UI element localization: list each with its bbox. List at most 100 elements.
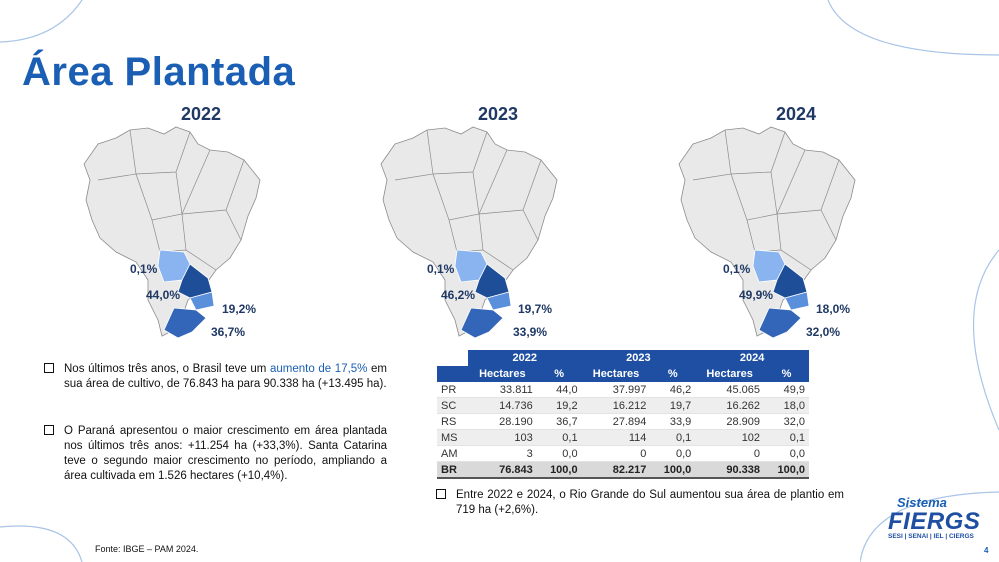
table-cell: 76.843 <box>467 461 537 479</box>
table-cell-state: AM <box>437 445 468 462</box>
table-cell-state: MS <box>437 429 468 446</box>
table-row: AM 3 0,0 0 0,0 0 0,0 <box>437 445 809 462</box>
table-cell: 28.190 <box>467 413 537 430</box>
year-2023-heading: 2023 <box>478 104 519 124</box>
bullet-text-pre: Nos últimos três anos, o Brasil teve um <box>64 363 271 375</box>
brazil-map-2024 <box>678 126 856 339</box>
corner-arc-bottom-right <box>860 491 999 562</box>
table-cell: 18,0 <box>764 397 809 414</box>
table-cell: 102 <box>695 429 765 446</box>
table-row: PR 33.811 44,0 37.997 46,2 45.065 49,9 <box>437 382 809 398</box>
table-row: MS 103 0,1 114 0,1 102 0,1 <box>437 429 809 446</box>
corner-arc-top-left <box>0 0 83 43</box>
table-cell: 27.894 <box>581 413 651 430</box>
table-subheader-hectares: Hectares <box>467 366 537 382</box>
checkbox-bullet-icon <box>44 425 54 435</box>
bullet-parana-growth: O Paraná apresentou o maior crescimento … <box>44 424 387 484</box>
label-2022-sc: 19,2% <box>222 302 257 316</box>
map-state-borders <box>97 129 245 271</box>
table-cell: 0,1 <box>536 429 582 446</box>
table-subheader-hectares: Hectares <box>695 366 765 382</box>
table-cell: 100,0 <box>764 461 809 479</box>
table-subheader-pct: % <box>536 366 582 382</box>
table-subheader-hectares: Hectares <box>581 366 651 382</box>
corner-arc-bottom-left <box>0 525 83 562</box>
table-cell: 16.212 <box>581 397 651 414</box>
table-cell: 3 <box>467 445 537 462</box>
bullet-text: O Paraná apresentou o maior crescimento … <box>64 425 387 482</box>
table-cell: 0 <box>581 445 651 462</box>
map-state-borders <box>394 129 542 271</box>
label-2022-ms: 0,1% <box>130 262 158 276</box>
table-header-year-2024: 2024 <box>695 350 809 366</box>
table-cell: 100,0 <box>536 461 582 479</box>
bullet-growth-brazil: Nos últimos três anos, o Brasil teve um … <box>44 362 388 392</box>
source-footnote: Fonte: IBGE – PAM 2024. <box>95 544 199 554</box>
map-state-rs <box>758 307 802 339</box>
table-cell: 114 <box>581 429 651 446</box>
table-cell: 0,0 <box>650 445 696 462</box>
table-cell: 33,9 <box>650 413 696 430</box>
table-cell: 19,2 <box>536 397 582 414</box>
page-title: Área Plantada <box>22 50 296 94</box>
map-state-borders <box>692 129 840 271</box>
table-cell: 32,0 <box>764 413 809 430</box>
table-cell: 0,1 <box>650 429 696 446</box>
map-state-sc <box>189 291 215 311</box>
table-cell: 0,0 <box>764 445 809 462</box>
bullet-highlight: aumento de 17,5% <box>270 363 368 375</box>
label-2024-sc: 18,0% <box>816 302 851 316</box>
table-cell: 36,7 <box>536 413 582 430</box>
bullet-text-post: em sua área de cultivo, de 76.843 ha par… <box>64 363 388 390</box>
label-2023-ms: 0,1% <box>427 262 455 276</box>
page-number: 4 <box>984 546 989 555</box>
year-2022-heading: 2022 <box>181 104 222 124</box>
logo-fiergs-text: FIERGS <box>888 508 981 535</box>
label-2023-pr: 46,2% <box>441 288 476 302</box>
table-cell: 100,0 <box>650 461 696 479</box>
logo-subtitle: SESI | SENAI | IEL | CIERGS <box>888 533 974 540</box>
corner-arc-right <box>973 250 999 431</box>
bullet-rs-growth: Entre 2022 e 2024, o Rio Grande do Sul a… <box>436 488 844 518</box>
table-cell: 46,2 <box>650 382 696 398</box>
table-cell: 45.065 <box>695 382 765 398</box>
table-cell: 19,7 <box>650 397 696 414</box>
table-cell: 28.909 <box>695 413 765 430</box>
label-2024-ms: 0,1% <box>723 262 751 276</box>
table-cell: 90.338 <box>695 461 765 479</box>
table-header-empty <box>437 350 468 366</box>
table-cell-state: PR <box>437 382 468 398</box>
label-2023-rs: 33,9% <box>513 325 548 339</box>
table-row-total: BR 76.843 100,0 82.217 100,0 90.338 100,… <box>437 461 809 479</box>
logo-sistema-text: Sistema <box>897 495 947 510</box>
table-cell: 103 <box>467 429 537 446</box>
table-row: RS 28.190 36,7 27.894 33,9 28.909 32,0 <box>437 413 809 430</box>
label-2024-pr: 49,9% <box>739 288 774 302</box>
label-2022-pr: 44,0% <box>146 288 181 302</box>
map-state-sc <box>486 291 512 311</box>
checkbox-bullet-icon <box>436 489 446 499</box>
table-cell-state: SC <box>437 397 468 414</box>
checkbox-bullet-icon <box>44 363 54 373</box>
label-2022-rs: 36,7% <box>211 325 246 339</box>
table-header-year-2022: 2022 <box>467 350 582 366</box>
table-cell-state: BR <box>437 461 468 479</box>
bullet-text: Entre 2022 e 2024, o Rio Grande do Sul a… <box>456 489 844 516</box>
table-cell: 44,0 <box>536 382 582 398</box>
table-cell-state: RS <box>437 413 468 430</box>
map-state-rs <box>163 307 207 339</box>
label-2024-rs: 32,0% <box>806 325 841 339</box>
table-subheader-pct: % <box>764 366 809 382</box>
table-row: SC 14.736 19,2 16.212 19,7 16.262 18,0 <box>437 397 809 414</box>
brazil-map-2023 <box>380 126 558 339</box>
table-cell: 14.736 <box>467 397 537 414</box>
table-cell: 33.811 <box>467 382 537 398</box>
planted-area-table: 2022 2023 2024 Hectares % Hectares % Hec… <box>437 350 809 479</box>
table-cell: 49,9 <box>764 382 809 398</box>
map-state-rs <box>460 307 504 339</box>
table-cell: 16.262 <box>695 397 765 414</box>
year-2024-heading: 2024 <box>776 104 817 124</box>
table-cell: 0 <box>695 445 765 462</box>
corner-arc-top-right <box>827 0 999 56</box>
table-subheader-pct: % <box>650 366 696 382</box>
